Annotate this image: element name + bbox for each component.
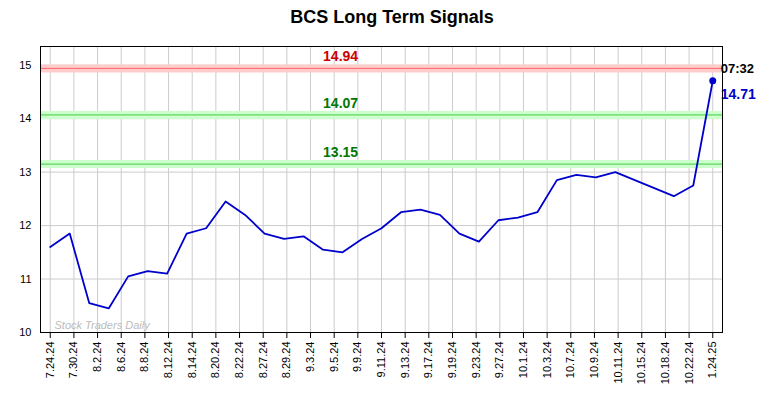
svg-text:9.13.24: 9.13.24 (399, 342, 411, 379)
svg-text:14.94: 14.94 (323, 48, 358, 64)
svg-text:11: 11 (20, 273, 31, 285)
svg-text:8.6.24: 8.6.24 (115, 342, 127, 373)
svg-text:10.22.24: 10.22.24 (683, 342, 695, 385)
svg-text:8.14.24: 8.14.24 (186, 342, 198, 379)
svg-text:7.30.24: 7.30.24 (67, 342, 79, 379)
svg-text:8.27.24: 8.27.24 (257, 342, 269, 379)
svg-text:10: 10 (19, 326, 31, 338)
svg-text:9.9.24: 9.9.24 (351, 342, 363, 373)
svg-text:10.7.24: 10.7.24 (564, 342, 576, 379)
svg-text:9.23.24: 9.23.24 (470, 342, 482, 379)
svg-text:10.3.24: 10.3.24 (541, 342, 553, 379)
svg-text:14: 14 (19, 112, 31, 124)
svg-text:10.18.24: 10.18.24 (659, 342, 671, 385)
svg-text:8.20.24: 8.20.24 (209, 342, 221, 379)
svg-text:9.17.24: 9.17.24 (422, 342, 434, 379)
svg-text:9.5.24: 9.5.24 (328, 342, 340, 373)
svg-text:Stock Traders Daily: Stock Traders Daily (55, 319, 152, 331)
svg-text:8.2.24: 8.2.24 (91, 342, 103, 373)
svg-text:9.11.24: 9.11.24 (375, 342, 387, 378)
svg-text:9.3.24: 9.3.24 (304, 342, 316, 373)
svg-text:15: 15 (19, 59, 31, 71)
svg-text:8.12.24: 8.12.24 (162, 342, 174, 379)
svg-text:10.1.24: 10.1.24 (517, 342, 529, 379)
svg-text:13: 13 (19, 166, 31, 178)
svg-text:10.11.24: 10.11.24 (612, 342, 624, 384)
svg-text:1.24.25: 1.24.25 (706, 342, 718, 379)
svg-text:13.15: 13.15 (323, 144, 358, 160)
svg-text:14.07: 14.07 (323, 95, 358, 111)
svg-text:8.22.24: 8.22.24 (233, 342, 245, 379)
svg-text:7.24.24: 7.24.24 (44, 342, 56, 379)
svg-text:8.8.24: 8.8.24 (138, 342, 150, 373)
svg-text:8.29.24: 8.29.24 (280, 342, 292, 379)
html-text:BCS Long Term Signals: BCS Long Term Signals (290, 7, 494, 27)
svg-text:10.15.24: 10.15.24 (635, 342, 647, 385)
svg-text:14.71: 14.71 (721, 86, 756, 102)
svg-text:9.27.24: 9.27.24 (493, 342, 505, 379)
svg-text:9.19.24: 9.19.24 (446, 342, 458, 379)
svg-text:07:32: 07:32 (721, 61, 754, 76)
svg-text:10.9.24: 10.9.24 (588, 342, 600, 379)
svg-text:12: 12 (19, 219, 31, 231)
